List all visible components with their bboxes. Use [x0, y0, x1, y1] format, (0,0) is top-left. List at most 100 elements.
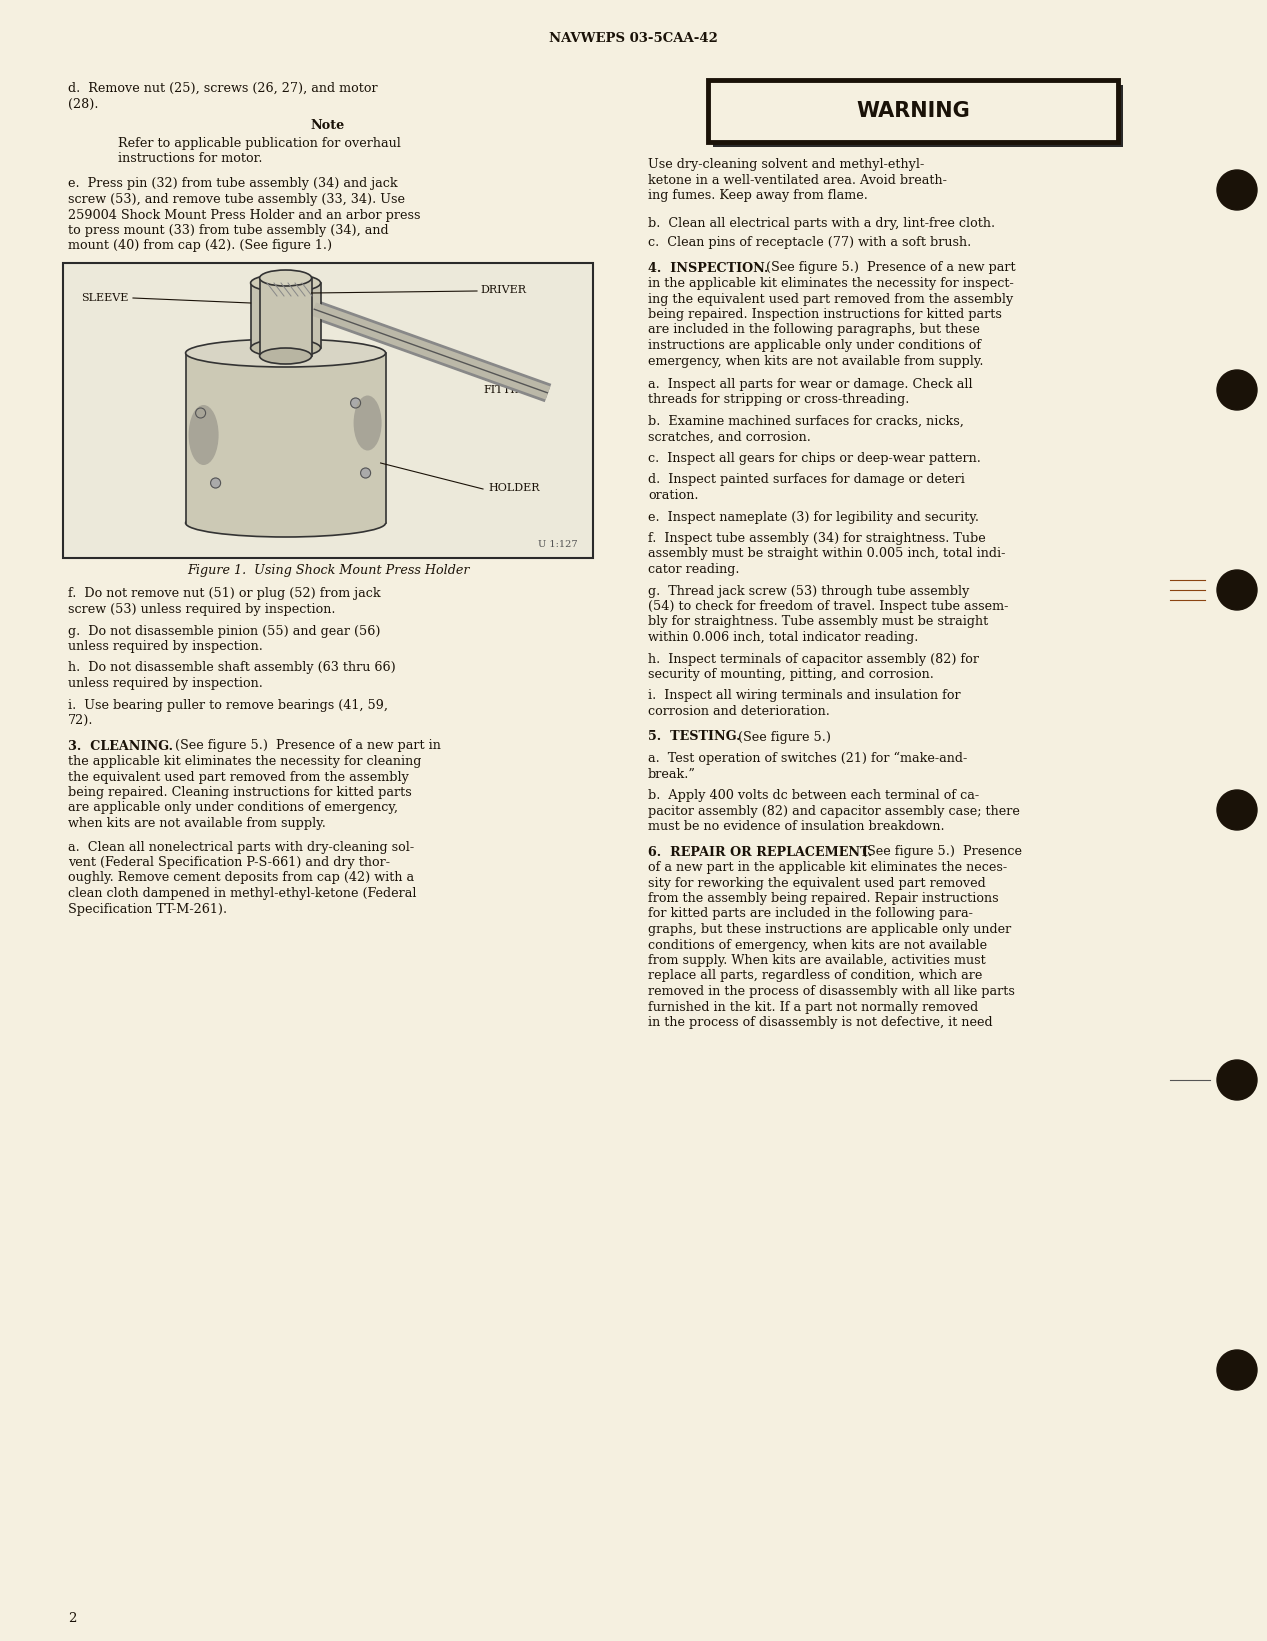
Text: c.  Inspect all gears for chips or deep-wear pattern.: c. Inspect all gears for chips or deep-w… [647, 451, 981, 464]
Text: replace all parts, regardless of condition, which are: replace all parts, regardless of conditi… [647, 970, 982, 983]
Text: 259004 Shock Mount Press Holder and an arbor press: 259004 Shock Mount Press Holder and an a… [68, 208, 421, 222]
Text: graphs, but these instructions are applicable only under: graphs, but these instructions are appli… [647, 922, 1011, 935]
Text: mount (40) from cap (42). (See figure 1.): mount (40) from cap (42). (See figure 1.… [68, 240, 332, 253]
Text: from the assembly being repaired. Repair instructions: from the assembly being repaired. Repair… [647, 893, 998, 904]
Text: being repaired. Cleaning instructions for kitted parts: being repaired. Cleaning instructions fo… [68, 786, 412, 799]
Text: b.  Apply 400 volts dc between each terminal of ca-: b. Apply 400 volts dc between each termi… [647, 789, 979, 802]
Text: SLEEVE: SLEEVE [81, 294, 128, 304]
Text: b.  Clean all electrical parts with a dry, lint-free cloth.: b. Clean all electrical parts with a dry… [647, 217, 995, 230]
Text: security of mounting, pitting, and corrosion.: security of mounting, pitting, and corro… [647, 668, 934, 681]
Text: 5.  TESTING.: 5. TESTING. [647, 730, 740, 743]
Text: cator reading.: cator reading. [647, 563, 740, 576]
Text: Specification TT-M-261).: Specification TT-M-261). [68, 903, 227, 916]
Ellipse shape [353, 395, 381, 451]
Text: HOLDER: HOLDER [488, 482, 540, 492]
Text: (See figure 5.): (See figure 5.) [734, 730, 831, 743]
Ellipse shape [251, 274, 321, 292]
Text: when kits are not available from supply.: when kits are not available from supply. [68, 817, 326, 830]
Text: the applicable kit eliminates the necessity for cleaning: the applicable kit eliminates the necess… [68, 755, 422, 768]
Text: b.  Examine machined surfaces for cracks, nicks,: b. Examine machined surfaces for cracks,… [647, 415, 964, 428]
Text: pacitor assembly (82) and capacitor assembly case; there: pacitor assembly (82) and capacitor asse… [647, 804, 1020, 817]
Text: (See figure 5.)  Presence of a new part: (See figure 5.) Presence of a new part [761, 261, 1016, 274]
Text: a.  Clean all nonelectrical parts with dry-cleaning sol-: a. Clean all nonelectrical parts with dr… [68, 840, 414, 853]
Circle shape [1218, 369, 1257, 410]
Text: c.  Clean pins of receptacle (77) with a soft brush.: c. Clean pins of receptacle (77) with a … [647, 236, 972, 249]
Circle shape [210, 478, 220, 487]
Text: unless required by inspection.: unless required by inspection. [68, 640, 262, 653]
Text: d.  Inspect painted surfaces for damage or deteri: d. Inspect painted surfaces for damage o… [647, 474, 965, 486]
Text: from supply. When kits are available, activities must: from supply. When kits are available, ac… [647, 953, 986, 967]
Text: vent (Federal Specification P-S-661) and dry thor-: vent (Federal Specification P-S-661) and… [68, 857, 390, 870]
Text: 6.  REPAIR OR REPLACEMENT.: 6. REPAIR OR REPLACEMENT. [647, 845, 873, 858]
Text: being repaired. Inspection instructions for kitted parts: being repaired. Inspection instructions … [647, 309, 1002, 322]
Text: the equivalent used part removed from the assembly: the equivalent used part removed from th… [68, 771, 409, 783]
Text: emergency, when kits are not available from supply.: emergency, when kits are not available f… [647, 354, 983, 368]
Text: U 1:127: U 1:127 [538, 540, 578, 550]
Text: a.  Test operation of switches (21) for “make-and-: a. Test operation of switches (21) for “… [647, 752, 967, 765]
Text: UNIT: UNIT [483, 373, 514, 382]
Bar [185, 353, 385, 523]
Text: Figure 1.  Using Shock Mount Press Holder: Figure 1. Using Shock Mount Press Holder [186, 565, 469, 578]
Text: Note: Note [310, 120, 345, 131]
Text: ing the equivalent used part removed from the assembly: ing the equivalent used part removed fro… [647, 292, 1014, 305]
Text: 2: 2 [68, 1611, 76, 1625]
Text: within 0.006 inch, total indicator reading.: within 0.006 inch, total indicator readi… [647, 632, 919, 643]
Ellipse shape [251, 340, 321, 358]
Text: 3.  CLEANING.: 3. CLEANING. [68, 740, 174, 753]
Bar [63, 263, 593, 558]
Text: screw (53) unless required by inspection.: screw (53) unless required by inspection… [68, 602, 336, 615]
Text: ing fumes. Keep away from flame.: ing fumes. Keep away from flame. [647, 189, 868, 202]
Text: are included in the following paragraphs, but these: are included in the following paragraphs… [647, 323, 979, 336]
Ellipse shape [185, 340, 385, 368]
Circle shape [195, 409, 205, 418]
Text: 72).: 72). [68, 714, 94, 727]
Text: g.  Thread jack screw (53) through tube assembly: g. Thread jack screw (53) through tube a… [647, 584, 969, 597]
Text: in the applicable kit eliminates the necessity for inspect-: in the applicable kit eliminates the nec… [647, 277, 1014, 290]
Text: instructions are applicable only under conditions of: instructions are applicable only under c… [647, 340, 981, 353]
Text: ketone in a well-ventilated area. Avoid breath-: ketone in a well-ventilated area. Avoid … [647, 174, 946, 187]
Bar [260, 277, 312, 356]
Text: f.  Inspect tube assembly (34) for straightness. Tube: f. Inspect tube assembly (34) for straig… [647, 532, 986, 545]
Text: (See figure 5.)  Presence: (See figure 5.) Presence [858, 845, 1022, 858]
Text: scratches, and corrosion.: scratches, and corrosion. [647, 430, 811, 443]
Circle shape [1218, 569, 1257, 610]
Text: screw (53), and remove tube assembly (33, 34). Use: screw (53), and remove tube assembly (33… [68, 194, 405, 207]
Text: are applicable only under conditions of emergency,: are applicable only under conditions of … [68, 801, 398, 814]
Text: e.  Press pin (32) from tube assembly (34) and jack: e. Press pin (32) from tube assembly (34… [68, 177, 398, 190]
Circle shape [1218, 789, 1257, 830]
Text: f.  Do not remove nut (51) or plug (52) from jack: f. Do not remove nut (51) or plug (52) f… [68, 587, 380, 601]
Text: to press mount (33) from tube assembly (34), and: to press mount (33) from tube assembly (… [68, 225, 389, 236]
Text: Refer to applicable publication for overhaul: Refer to applicable publication for over… [118, 136, 400, 149]
Bar [713, 85, 1123, 148]
Text: instructions for motor.: instructions for motor. [118, 153, 262, 166]
Ellipse shape [260, 271, 312, 286]
Ellipse shape [185, 509, 385, 537]
Text: of a new part in the applicable kit eliminates the neces-: of a new part in the applicable kit elim… [647, 862, 1007, 875]
Text: conditions of emergency, when kits are not available: conditions of emergency, when kits are n… [647, 939, 987, 952]
Text: (54) to check for freedom of travel. Inspect tube assem-: (54) to check for freedom of travel. Ins… [647, 601, 1009, 614]
Text: removed in the process of disassembly with all like parts: removed in the process of disassembly wi… [647, 985, 1015, 998]
Text: (See figure 5.)  Presence of a new part in: (See figure 5.) Presence of a new part i… [171, 740, 441, 753]
Text: d.  Remove nut (25), screws (26, 27), and motor: d. Remove nut (25), screws (26, 27), and… [68, 82, 378, 95]
Circle shape [351, 399, 361, 409]
Text: h.  Do not disassemble shaft assembly (63 thru 66): h. Do not disassemble shaft assembly (63… [68, 661, 395, 674]
Text: DRIVER: DRIVER [480, 286, 526, 295]
Bar [708, 80, 1117, 143]
Circle shape [1218, 1351, 1257, 1390]
Text: threads for stripping or cross-threading.: threads for stripping or cross-threading… [647, 394, 910, 407]
Text: h.  Inspect terminals of capacitor assembly (82) for: h. Inspect terminals of capacitor assemb… [647, 653, 979, 666]
Text: must be no evidence of insulation breakdown.: must be no evidence of insulation breakd… [647, 820, 945, 834]
Text: clean cloth dampened in methyl-ethyl-ketone (Federal: clean cloth dampened in methyl-ethyl-ket… [68, 888, 417, 899]
Text: assembly must be straight within 0.005 inch, total indi-: assembly must be straight within 0.005 i… [647, 548, 1006, 561]
Text: i.  Use bearing puller to remove bearings (41, 59,: i. Use bearing puller to remove bearings… [68, 699, 388, 712]
Text: furnished in the kit. If a part not normally removed: furnished in the kit. If a part not norm… [647, 1001, 978, 1014]
Text: a.  Inspect all parts for wear or damage. Check all: a. Inspect all parts for wear or damage.… [647, 377, 973, 391]
Text: g.  Do not disassemble pinion (55) and gear (56): g. Do not disassemble pinion (55) and ge… [68, 625, 380, 637]
Text: unless required by inspection.: unless required by inspection. [68, 678, 262, 689]
Text: 4.  INSPECTION.: 4. INSPECTION. [647, 261, 768, 274]
Text: WARNING: WARNING [856, 102, 969, 121]
Text: FITTING: FITTING [483, 386, 533, 395]
Text: e.  Inspect nameplate (3) for legibility and security.: e. Inspect nameplate (3) for legibility … [647, 510, 979, 523]
Text: oughly. Remove cement deposits from cap (42) with a: oughly. Remove cement deposits from cap … [68, 871, 414, 884]
Text: oration.: oration. [647, 489, 698, 502]
